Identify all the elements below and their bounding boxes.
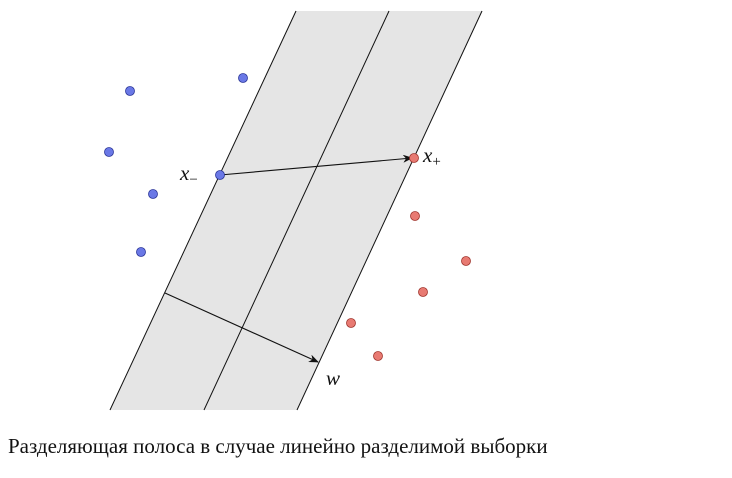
negative-point — [238, 73, 248, 83]
arrow-x-minus-to-x-plus — [219, 154, 413, 176]
negative-point — [104, 147, 114, 157]
negative-support-vector — [215, 170, 225, 180]
positive-point — [346, 318, 356, 328]
positive-point — [461, 256, 471, 266]
label-w: w — [326, 366, 340, 390]
label-x-plus: x+ — [422, 143, 441, 170]
positive-class-points — [346, 153, 471, 361]
positive-point — [410, 211, 420, 221]
positive-support-vector — [409, 153, 419, 163]
negative-point — [125, 86, 135, 96]
positive-point — [373, 351, 383, 361]
negative-point — [136, 247, 146, 257]
negative-point — [148, 189, 158, 199]
negative-class-points — [104, 73, 248, 257]
label-x-minus: x− — [179, 161, 198, 188]
margin-boundary-left — [109, 10, 297, 411]
separating-hyperplane — [203, 10, 390, 411]
margin-boundary-right — [296, 10, 483, 411]
figure-caption: Разделяющая полоса в случае линейно разд… — [8, 434, 548, 458]
positive-point — [418, 287, 428, 297]
normal-vector-w-arrow — [164, 292, 319, 363]
